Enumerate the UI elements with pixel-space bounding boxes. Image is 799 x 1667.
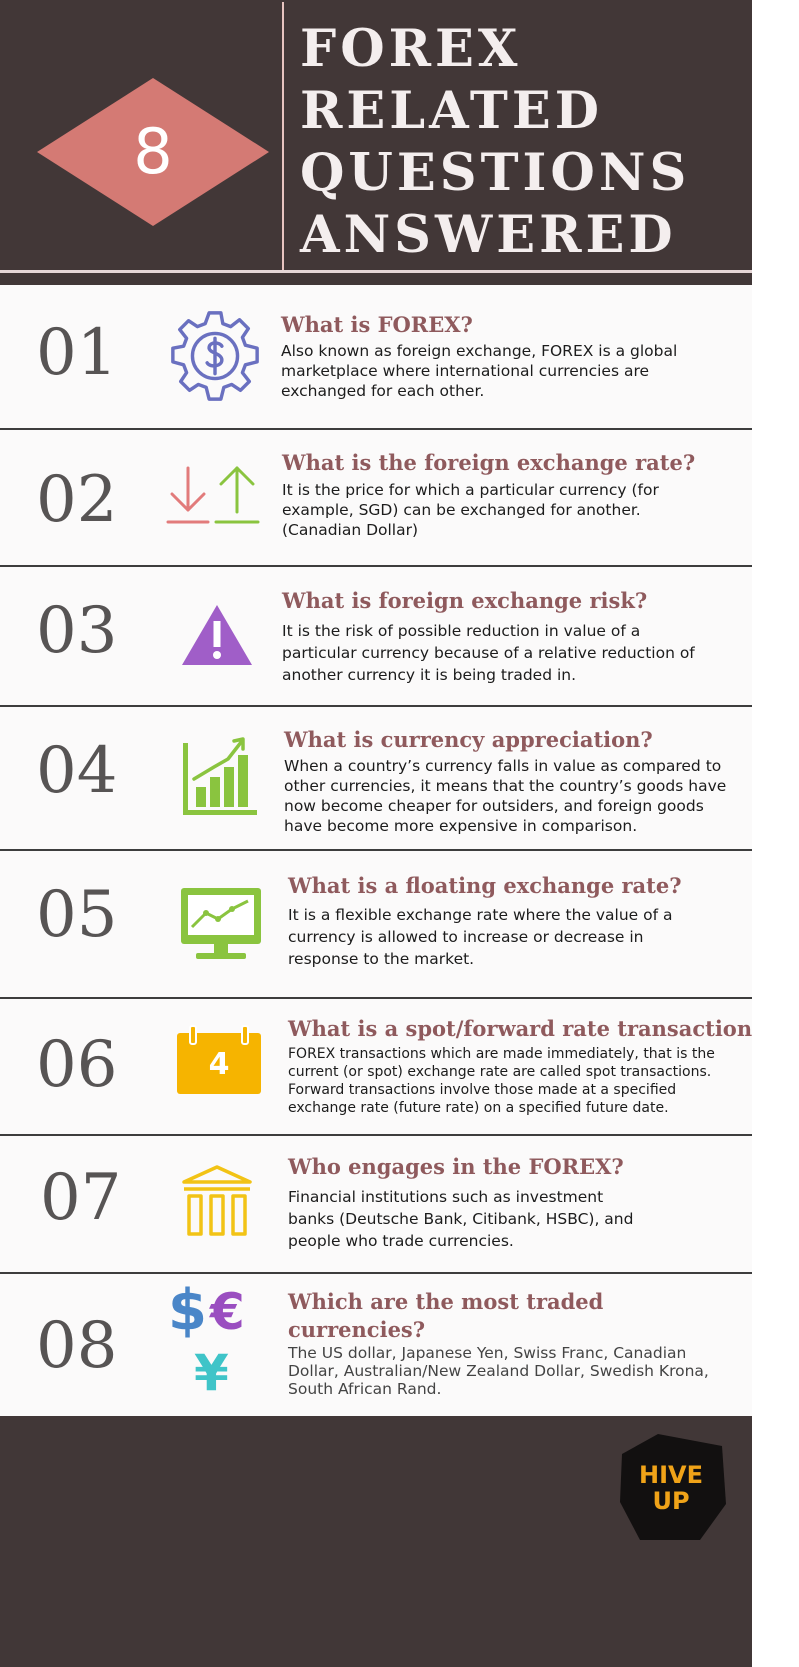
- infographic: 8 FOREX RELATED QUESTIONS ANSWERED 01 Wh…: [0, 0, 752, 1667]
- item-number: 04: [36, 734, 118, 808]
- logo-text: HIVE UP: [639, 1461, 703, 1515]
- item-number: 06: [36, 1028, 118, 1102]
- page-title: FOREX RELATED QUESTIONS ANSWERED: [300, 18, 740, 266]
- question-heading: What is a floating exchange rate?: [288, 873, 682, 898]
- title-line: RELATED: [300, 81, 603, 141]
- calendar-icon: 4: [176, 1025, 262, 1095]
- bank-building-icon: [182, 1165, 252, 1236]
- question-heading: What is foreign exchange risk?: [282, 588, 648, 613]
- question-heading: What is FOREX?: [281, 312, 473, 337]
- question-heading: Who engages in the FOREX?: [288, 1154, 624, 1179]
- question-count: 8: [133, 115, 173, 188]
- header: 8 FOREX RELATED QUESTIONS ANSWERED: [0, 0, 752, 276]
- answer-text: It is a flexible exchange rate where the…: [288, 906, 673, 968]
- faq-item-08: 08 $ € ¥ Which are the most traded curre…: [0, 1274, 752, 1416]
- header-divider: [282, 2, 284, 270]
- answer-text: The US dollar, Japanese Yen, Swiss Franc…: [288, 1344, 709, 1398]
- header-rule: [0, 270, 752, 273]
- answer-text: When a country’s currency falls in value…: [284, 757, 727, 835]
- calendar-date: 4: [208, 1047, 230, 1082]
- currency-symbols-icon: $ € ¥: [166, 1278, 262, 1410]
- faq-item-05: 05 What is a floating exchange rate? It …: [0, 851, 752, 999]
- faq-item-07: 07 Who engages in the FOREX? Financial i…: [0, 1136, 752, 1274]
- faq-item-02: 02 What is the foreign exchange rate? It…: [0, 430, 752, 567]
- yen-symbol: ¥: [194, 1344, 229, 1402]
- faq-item-04: 04 What is currency appreciation? When a…: [0, 707, 752, 851]
- item-number: 07: [40, 1161, 122, 1235]
- up-down-arrows-icon: [166, 466, 260, 524]
- answer-text: It is the price for which a particular c…: [282, 481, 659, 539]
- euro-symbol: €: [210, 1283, 245, 1341]
- question-heading: What is the foreign exchange rate?: [282, 450, 696, 475]
- item-number: 02: [36, 463, 118, 537]
- title-line: FOREX: [300, 19, 522, 79]
- diamond-badge: [37, 78, 269, 226]
- bar-chart-growth-icon: [183, 737, 257, 815]
- item-number: 05: [36, 878, 118, 952]
- item-number: 01: [36, 316, 118, 390]
- question-heading: Which are the most traded currencies?: [288, 1289, 604, 1342]
- item-number: 08: [36, 1309, 118, 1383]
- title-line: QUESTIONS: [300, 143, 691, 203]
- warning-triangle-icon: [182, 605, 252, 665]
- gear-dollar-icon: [171, 311, 259, 401]
- faq-item-06: 06 4 What is a spot/forward rate transac…: [0, 999, 752, 1136]
- hive-up-logo: [620, 1434, 726, 1540]
- answer-text: Also known as foreign exchange, FOREX is…: [281, 342, 678, 400]
- answer-text: FOREX transactions which are made immedi…: [288, 1046, 715, 1116]
- faq-item-03: 03 What is foreign exchange risk? It is …: [0, 567, 752, 707]
- title-line: ANSWERED: [300, 205, 677, 265]
- faq-item-01: 01 What is FOREX? Also known as foreign …: [0, 285, 752, 430]
- monitor-line-chart-icon: [181, 888, 261, 959]
- question-heading: What is a spot/forward rate transaction?: [288, 1016, 752, 1041]
- item-number: 03: [36, 594, 118, 668]
- question-heading: What is currency appreciation?: [284, 727, 653, 752]
- dollar-symbol: $: [168, 1278, 207, 1343]
- answer-text: Financial institutions such as investmen…: [288, 1188, 634, 1250]
- answer-text: It is the risk of possible reduction in …: [282, 622, 695, 684]
